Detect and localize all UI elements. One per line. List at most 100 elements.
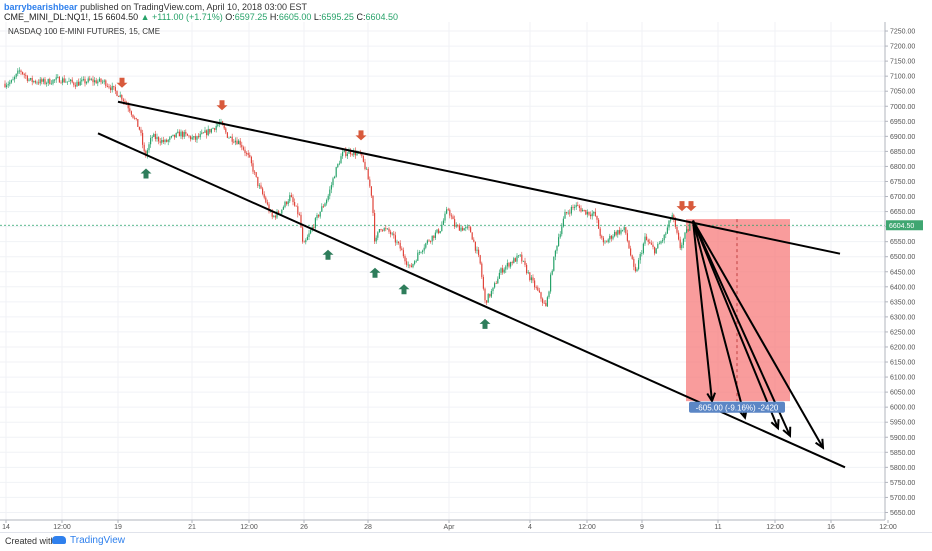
x-axis: 14 12:00 19 21 12:00 26 28 Apr 4 12:00 9 11 12:00 16 1…: [0, 519, 897, 531]
candle-body: [95, 80, 97, 84]
y-tick-label: 7250.00: [890, 29, 915, 36]
price-tag-label: 6604.50: [889, 223, 914, 230]
candle-body: [673, 215, 675, 220]
author-name[interactable]: barrybearishbear: [4, 2, 78, 12]
candle-body: [4, 83, 6, 87]
candle-body: [686, 229, 688, 233]
candle-body: [193, 136, 195, 138]
candle-body: [102, 81, 104, 83]
candle-body: [215, 125, 217, 130]
y-tick-label: 6400.00: [890, 284, 915, 291]
candle-body: [428, 240, 430, 242]
y-tick-label: 6000.00: [890, 405, 915, 412]
candle-body: [623, 227, 625, 230]
arrow-up-icon: [369, 267, 381, 278]
candle-body: [220, 121, 222, 123]
candle-body: [137, 119, 139, 127]
candle-body: [479, 255, 481, 264]
candle-body: [551, 270, 553, 275]
candle-body: [50, 83, 52, 85]
candle-body: [129, 108, 131, 112]
candle-body: [596, 216, 598, 220]
y-axis-background: [885, 22, 932, 520]
candle-body: [54, 79, 56, 81]
candle-body: [57, 76, 59, 78]
candle-body: [302, 227, 304, 242]
candle-body: [9, 82, 11, 85]
candle-body: [567, 212, 569, 214]
arrow-down-icon: [676, 201, 688, 212]
candle-body: [58, 76, 60, 83]
candle-body: [482, 276, 484, 289]
brand-name: TradingView: [70, 535, 126, 546]
price-chart[interactable]: NASDAQ 100 E-MINI FUTURES, 15, CME -605.…: [0, 22, 932, 532]
candle-body: [474, 241, 476, 251]
candle-body: [668, 220, 670, 228]
candle-body: [502, 268, 504, 273]
measure-badge: [689, 401, 785, 413]
candle-body: [433, 235, 435, 238]
candle-body: [329, 189, 331, 196]
candle-body: [239, 140, 241, 145]
candle-body: [390, 231, 392, 235]
candle-body: [666, 227, 668, 234]
projection-arrow: [692, 220, 713, 402]
candle-body: [681, 244, 683, 249]
candle-body: [535, 287, 537, 288]
candle-body: [588, 211, 590, 215]
candle-body: [156, 137, 158, 139]
candle-body: [634, 266, 636, 272]
candle-body: [183, 132, 185, 137]
projection-arrowhead: [706, 392, 716, 404]
price-tag: [886, 220, 923, 231]
candle-body: [62, 78, 64, 83]
candle-body: [284, 201, 286, 208]
candle-body: [258, 185, 260, 187]
candle-body: [676, 226, 678, 233]
candle-body: [225, 128, 227, 133]
y-tick-label: 6900.00: [890, 134, 915, 141]
tradingview-logo[interactable]: TradingView: [52, 535, 125, 546]
candle-body: [322, 206, 324, 208]
x-tick-label: 4: [528, 524, 532, 531]
candle-body: [151, 136, 153, 139]
candle-body: [468, 226, 470, 228]
candle-body: [33, 80, 35, 82]
candle-body: [508, 262, 510, 267]
candle-body: [210, 128, 212, 133]
candle-body: [326, 200, 328, 204]
candle-body: [246, 153, 248, 154]
candle-body: [484, 288, 486, 301]
candle-body: [586, 211, 588, 215]
candle-body: [190, 136, 192, 140]
candle-body: [20, 70, 22, 73]
candle-body: [543, 302, 545, 304]
candle-body: [170, 136, 172, 138]
candle-body: [527, 272, 529, 274]
candle-body: [26, 75, 28, 81]
candle-body: [194, 136, 196, 140]
x-tick-label: 28: [364, 524, 372, 531]
candle-body: [644, 236, 646, 244]
candle-body: [281, 209, 283, 214]
candle-body: [689, 224, 691, 231]
candle-body: [446, 209, 448, 214]
candle-body: [42, 79, 44, 82]
candle-body: [148, 144, 150, 151]
candle-body: [471, 232, 473, 240]
candle-body: [495, 283, 497, 285]
candle-body: [103, 80, 105, 82]
candle-body: [578, 205, 580, 208]
projection-arrow: [692, 220, 746, 418]
candle-body: [247, 153, 249, 156]
candle-body: [647, 239, 649, 242]
candle-body: [175, 132, 177, 138]
candle-body: [377, 232, 379, 238]
candle-body: [241, 144, 243, 148]
x-tick-label: 11: [714, 524, 721, 531]
candle-body: [372, 195, 374, 213]
high-value: 6605.00: [278, 12, 312, 22]
candle-body: [111, 85, 113, 91]
y-axis: 7250.00 7200.00 7150.00 7100.00 7050.00 7000.…: [884, 22, 932, 520]
candle-body: [545, 302, 547, 307]
